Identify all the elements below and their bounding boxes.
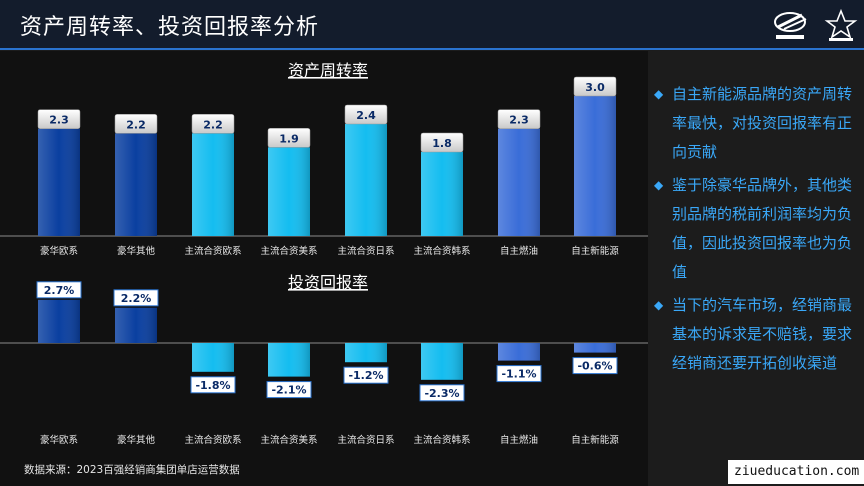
turnover-value-label: 2.2 — [203, 118, 223, 131]
value-label-box — [114, 114, 158, 134]
brand-logo-icon — [774, 12, 807, 39]
turnover-category-label: 豪华其他 — [117, 245, 156, 257]
turnover-category-label: 自主燃油 — [500, 245, 538, 257]
header-bar: 资产周转率、投资回报率分析 — [0, 0, 864, 48]
watermark: ziueducation.com — [728, 460, 864, 484]
roi-value-label: 2.2% — [121, 292, 152, 305]
value-label-box — [36, 281, 82, 299]
turnover-value-label: 1.8 — [432, 137, 452, 150]
turnover-category-label: 主流合资韩系 — [413, 245, 470, 257]
turnover-value-label: 2.4 — [356, 109, 376, 122]
turnover-category-label: 主流合资美系 — [260, 245, 317, 257]
turnover-value-label: 2.3 — [49, 114, 69, 127]
roi-value-label: 2.7% — [44, 284, 75, 297]
roi-category-label: 自主燃油 — [500, 434, 538, 446]
value-label-box — [572, 357, 618, 375]
insight-item: ◆ 自主新能源品牌的资产周转率最快，对投资回报率有正向贡献 — [652, 80, 857, 167]
data-source-note: 数据来源：2023百强经销商集团单店运营数据 — [24, 464, 240, 476]
turnover-category-label: 主流合资日系 — [337, 245, 394, 257]
roi-value-label: -1.1% — [501, 368, 536, 381]
roi-chart-title: 投资回报率 — [288, 273, 368, 292]
turnover-value-label: 1.9 — [279, 132, 299, 145]
bar-shine — [421, 152, 463, 236]
bar-shine — [268, 343, 310, 377]
page-title: 资产周转率、投资回报率分析 — [20, 15, 320, 40]
bar-shine — [498, 128, 540, 236]
bar-shine — [574, 96, 616, 236]
diamond-bullet-icon: ◆ — [654, 87, 664, 101]
roi-value-label: -0.6% — [577, 360, 612, 373]
roi-category-label: 主流合资日系 — [337, 434, 394, 446]
bar-shine — [192, 133, 234, 236]
header-divider — [0, 48, 864, 50]
association-logo-icon — [824, 9, 858, 41]
value-label-box — [344, 104, 388, 125]
turnover-chart-title: 资产周转率 — [288, 61, 368, 80]
bar-shine — [345, 124, 387, 236]
value-label-box — [37, 109, 81, 129]
roi-category-label: 豪华其他 — [117, 434, 156, 446]
bar-shine — [574, 343, 616, 353]
value-label-box — [191, 114, 235, 134]
insight-item: ◆ 鉴于除豪华品牌外，其他类别品牌的税前利润率均为负值，因此投资回报率也为负值 — [652, 171, 857, 287]
turnover-value-label: 2.3 — [509, 114, 529, 127]
roi-value-label: -2.1% — [271, 384, 306, 397]
roi-category-label: 主流合资欧系 — [184, 434, 241, 446]
turnover-category-label: 主流合资欧系 — [184, 245, 241, 257]
diamond-bullet-icon: ◆ — [654, 178, 664, 192]
bar-shine — [38, 299, 80, 343]
turnover-value-label: 3.0 — [585, 81, 605, 94]
value-label-box — [573, 76, 617, 97]
value-label-box — [420, 132, 464, 153]
bar-shine — [498, 343, 540, 361]
turnover-category-label: 自主新能源 — [571, 245, 619, 257]
bar-shine — [38, 128, 80, 236]
value-label-box — [497, 109, 541, 129]
value-label-box — [496, 365, 542, 383]
value-label-box — [190, 376, 236, 394]
turnover-value-label: 2.2 — [126, 118, 146, 131]
bar-shine — [115, 133, 157, 236]
roi-category-label: 自主新能源 — [571, 434, 619, 446]
roi-category-label: 豪华欧系 — [40, 434, 78, 446]
value-label-box — [343, 366, 389, 384]
roi-value-label: -1.8% — [195, 379, 230, 392]
bar-shine — [192, 343, 234, 372]
insight-list: ◆ 自主新能源品牌的资产周转率最快，对投资回报率有正向贡献 ◆ 鉴于除豪华品牌外，其… — [652, 80, 857, 382]
turnover-category-label: 豪华欧系 — [40, 245, 78, 257]
value-label-box — [419, 384, 465, 402]
value-label-box — [266, 381, 312, 399]
roi-value-label: -1.2% — [348, 369, 383, 382]
bar-shine — [421, 343, 463, 380]
roi-bars: 2.7% 豪华欧系 2.2% 豪华其他 -1.8% 主流合资欧系 -2.1% 主流合资美系 -1… — [36, 281, 619, 446]
bar-shine — [268, 147, 310, 236]
turnover-bars: 2.3 豪华欧系 2.2 豪华其他 2.2 主流合资欧系 1.9 主流合资美系 2.4 主流合资日… — [37, 76, 619, 257]
value-label-box — [267, 128, 311, 148]
bar-shine — [115, 307, 157, 343]
roi-value-label: -2.3% — [424, 387, 459, 400]
roi-category-label: 主流合资美系 — [260, 434, 317, 446]
bar-shine — [345, 343, 387, 363]
roi-category-label: 主流合资韩系 — [413, 434, 470, 446]
value-label-box — [113, 289, 159, 307]
diamond-bullet-icon: ◆ — [654, 298, 664, 312]
insight-item: ◆ 当下的汽车市场，经销商最基本的诉求是不赔钱，要求经销商还要开拓创收渠道 — [652, 291, 857, 378]
